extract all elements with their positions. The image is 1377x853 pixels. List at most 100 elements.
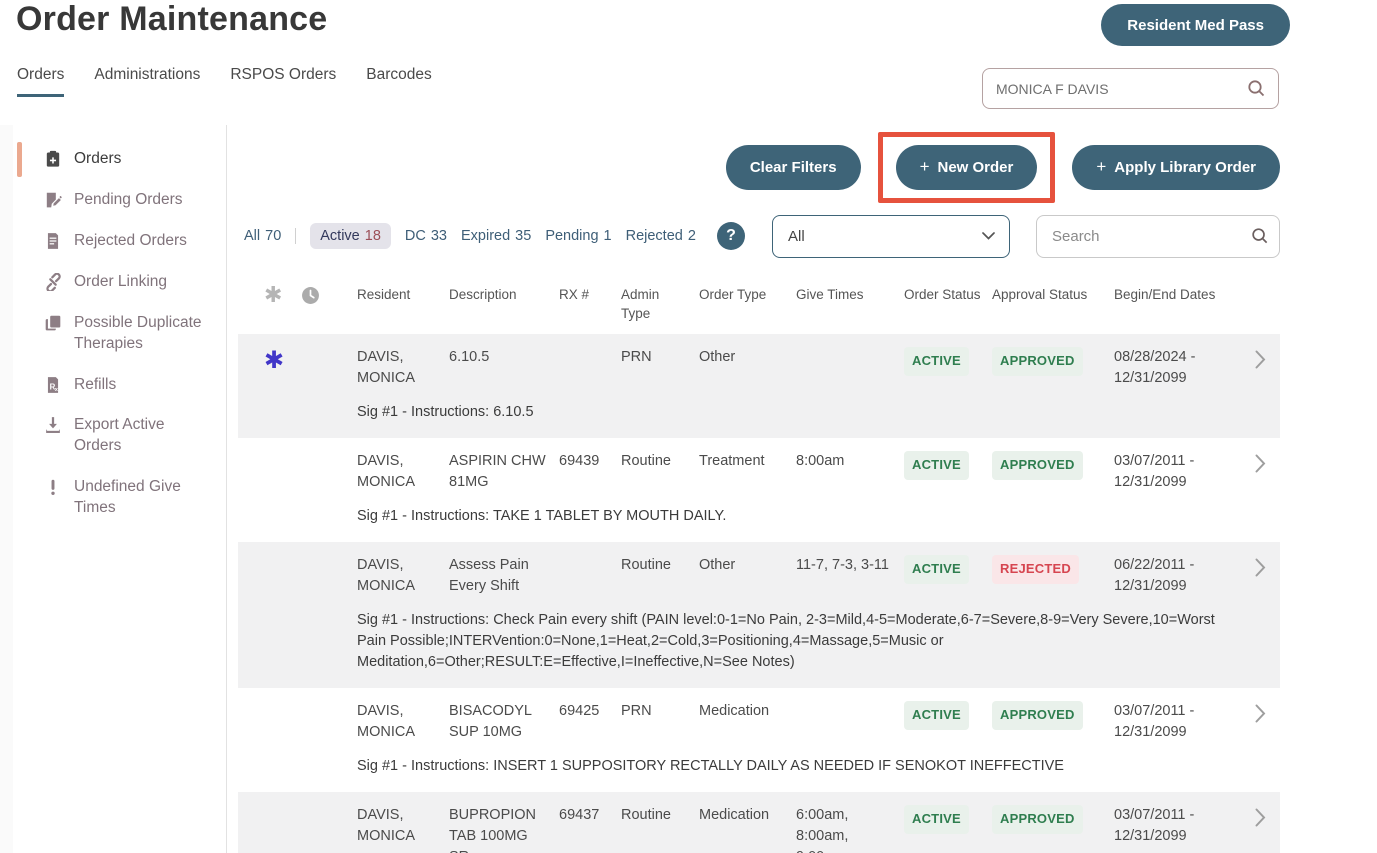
filter-chip-pending[interactable]: Pending 1 [545,228,612,244]
cell-admin-type: Routine [621,452,671,469]
order-status-badge: ACTIVE [904,805,969,834]
order-status-badge: ACTIVE [904,450,969,480]
pending-orders-icon [44,191,62,209]
cell-description: BUPROPION TAB 100MG SR [449,807,537,853]
cell-give-times: 11-7, 7-3, 3-11 [796,556,889,573]
sidebar-item-order-linking[interactable]: Order Linking [13,262,226,303]
sidebar-item-label: Pending Orders [74,190,183,208]
sidebar-item-label: Possible Duplicate Therapies [74,313,202,352]
sidebar-item-undefined-give-times[interactable]: Undefined Give Times [13,467,226,529]
cell-resident: DAVIS, MONICA [357,452,415,490]
filter-chip-dc[interactable]: DC 33 [404,228,447,244]
cell-admin-type: Routine [621,807,671,823]
download-icon [44,416,62,434]
approval-status-badge: APPROVED [992,450,1083,480]
approval-status-badge: APPROVED [992,700,1083,730]
filter-chip-rejected[interactable]: Rejected 2 [625,228,696,244]
sidebar-item-label: Undefined Give Times [74,478,181,517]
document-icon [44,232,62,250]
page-header: Order Maintenance Resident Med Pass Orde… [0,0,1377,125]
column-header-order-type[interactable]: Order Type [699,287,767,302]
cell-order-type: Other [699,348,736,365]
column-header-begin-end-dates[interactable]: Begin/End Dates [1114,287,1216,302]
top-tabs: Orders Administrations RSPOS Orders Barc… [17,66,432,97]
resident-med-pass-button[interactable]: Resident Med Pass [1101,4,1290,46]
approval-status-badge: APPROVED [992,346,1083,376]
order-search-box[interactable] [1036,214,1280,258]
sidebar-item-pending-orders[interactable]: Pending Orders [13,180,226,221]
sig-instructions: Sig #1 - Instructions: 6.10.5 [357,403,534,420]
table-row[interactable]: DAVIS, MONICA ASPIRIN CHW 81MG 69439 Rou… [238,438,1280,542]
apply-library-order-button[interactable]: + Apply Library Order [1072,144,1280,190]
order-status-badge: ACTIVE [904,554,969,584]
cell-give-times: 8:00am [796,452,845,469]
new-order-button[interactable]: + New Order [895,144,1038,190]
sidebar-item-label: Orders [74,150,122,167]
chevron-right-icon[interactable] [1240,347,1280,369]
clear-filters-button[interactable]: Clear Filters [725,144,861,190]
column-header-description[interactable]: Description [449,287,517,302]
sig-instructions: Sig #1 - Instructions: INSERT 1 SUPPOSIT… [357,757,1064,774]
table-row[interactable]: DAVIS, MONICA Assess Pain Every Shift Ro… [238,541,1280,688]
search-icon[interactable] [1247,79,1266,98]
tab-orders[interactable]: Orders [17,66,65,97]
cell-resident: DAVIS, MONICA [357,702,415,740]
chevron-right-icon[interactable] [1240,451,1280,473]
cell-rx: 69437 [559,807,600,823]
order-type-dropdown[interactable]: All [772,214,1010,258]
cell-resident: DAVIS, MONICA [357,556,415,594]
chevron-right-icon[interactable] [1240,701,1280,723]
chevron-right-icon[interactable] [1240,555,1280,577]
filter-chip-all[interactable]: All 70 [244,228,282,244]
cell-dates: 03/07/2011 - 12/31/2099 [1114,807,1195,845]
approval-status-badge: APPROVED [992,805,1083,834]
resident-search-box[interactable] [982,68,1279,109]
column-header-admin-type[interactable]: Admin Type [621,287,660,321]
tab-barcodes[interactable]: Barcodes [366,66,432,83]
cell-order-type: Medication [699,807,770,823]
main-panel: Clear Filters + New Order + Apply Library … [227,125,1377,853]
resident-search-input[interactable] [996,80,1247,97]
orders-table: ✱ Resident Description RX # Admin Type O… [238,274,1280,853]
sidebar-item-orders[interactable]: Orders [13,139,226,180]
cell-description: 6.10.5 [449,348,490,365]
chevron-right-icon[interactable] [1240,805,1280,827]
svg-text:x: x [55,387,59,393]
cell-admin-type: PRN [621,702,652,719]
tab-rspos-orders[interactable]: RSPOS Orders [230,66,337,83]
chevron-down-icon [982,232,995,240]
cell-resident: DAVIS, MONICA [357,807,415,845]
table-row[interactable]: ✱ DAVIS, MONICA 6.10.5 PRN Other ACTIVE … [238,333,1280,438]
tab-administrations[interactable]: Administrations [94,66,201,83]
sidebar-item-rejected-orders[interactable]: Rejected Orders [13,221,226,262]
column-header-give-times[interactable]: Give Times [796,287,864,302]
sidebar-item-export-active-orders[interactable]: Export Active Orders [13,405,226,467]
column-header-approval-status[interactable]: Approval Status [992,287,1088,302]
order-search-input[interactable] [1052,227,1251,245]
plus-icon: + [919,157,930,176]
column-header-order-status[interactable]: Order Status [904,287,981,302]
filter-chip-expired[interactable]: Expired 35 [461,228,532,244]
exclamation-icon [44,478,62,496]
duplicate-icon [44,314,62,332]
filter-chip-active[interactable]: Active 18 [310,223,391,249]
sig-instructions: Sig #1 - Instructions: Check Pain every … [357,611,1215,670]
plus-icon: + [1096,157,1107,176]
sidebar-item-label: Rejected Orders [74,231,187,249]
star-column-icon: ✱ [264,282,283,307]
cell-description: Assess Pain Every Shift [449,556,529,594]
sidebar-item-possible-duplicate-therapies[interactable]: Possible Duplicate Therapies [13,303,226,365]
help-icon[interactable]: ? [717,222,745,250]
sidebar-item-label: Export Active Orders [74,416,165,455]
cell-dates: 06/22/2011 - 12/31/2099 [1114,556,1195,594]
approval-status-badge: REJECTED [992,554,1079,584]
table-row[interactable]: DAVIS, MONICA BISACODYL SUP 10MG 69425 P… [238,688,1280,792]
search-icon[interactable] [1251,227,1269,245]
column-header-rx[interactable]: RX # [559,287,590,302]
table-row[interactable]: DAVIS, MONICA BUPROPION TAB 100MG SR 694… [238,792,1280,853]
starred-order-icon: ✱ [264,346,285,374]
cell-admin-type: PRN [621,348,652,365]
column-header-resident[interactable]: Resident [357,287,411,302]
